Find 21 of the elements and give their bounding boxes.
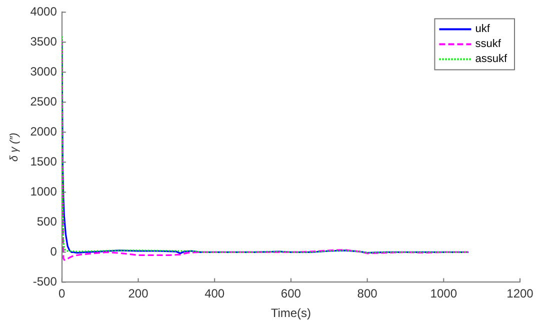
x-tick-label: 1200 [506, 286, 534, 301]
y-tick-label: 3000 [30, 64, 58, 79]
legend-label: ukf [475, 23, 491, 36]
x-axis-title: Time(s) [270, 306, 312, 320]
y-tick-label: 1000 [30, 184, 58, 199]
y-tick-label: 4000 [30, 4, 58, 19]
x-tick-label: 600 [280, 286, 302, 301]
x-tick-label: 200 [128, 286, 149, 301]
y-tick-label: 500 [36, 214, 58, 229]
x-tick-label: 800 [357, 286, 378, 301]
x-tick-label: 1000 [430, 286, 458, 301]
legend-label: assukf [475, 53, 508, 66]
y-tick-label: 0 [50, 244, 58, 259]
y-axis-title: δ γ (″) [8, 132, 21, 162]
legend-label: ssukf [475, 38, 502, 50]
y-tick-label: 1500 [30, 154, 58, 169]
y-tick-label: -500 [32, 274, 58, 289]
y-tick-label: 2500 [30, 94, 58, 109]
x-tick-label: 400 [204, 286, 225, 301]
y-tick-label: 2000 [30, 124, 58, 139]
y-tick-label: 3500 [30, 34, 58, 49]
